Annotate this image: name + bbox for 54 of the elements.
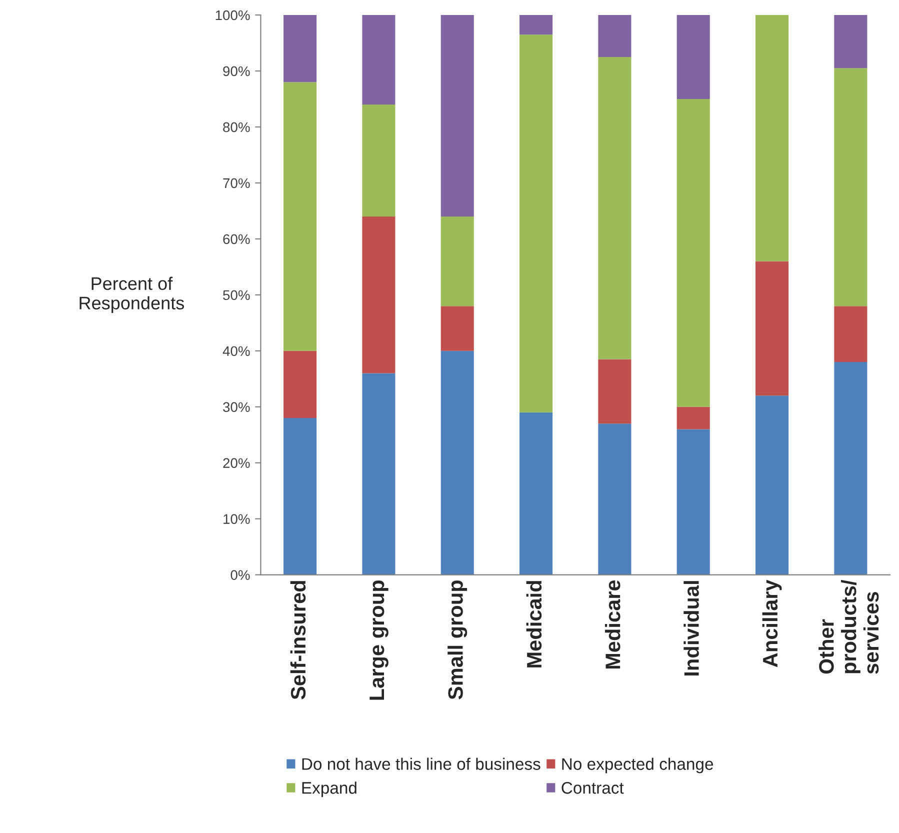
bar bbox=[362, 14, 396, 105]
x-tick-label: Other products/ services bbox=[818, 580, 879, 674]
y-tick-label: 70% bbox=[223, 178, 250, 188]
bar bbox=[362, 216, 396, 374]
y-tick-label: 40% bbox=[222, 346, 250, 356]
bar bbox=[676, 98, 710, 407]
bar bbox=[598, 14, 632, 57]
bar bbox=[598, 359, 632, 424]
bar bbox=[284, 14, 317, 82]
bar bbox=[676, 429, 710, 575]
bar bbox=[520, 412, 553, 575]
bar bbox=[284, 418, 317, 575]
bar bbox=[834, 14, 868, 68]
legend-label: Expand bbox=[302, 782, 356, 798]
y-tick-label: 100% bbox=[216, 10, 250, 20]
y-tick-label: 30% bbox=[223, 402, 250, 412]
y-tick-label: 10% bbox=[224, 514, 250, 524]
y-tick-label: 60% bbox=[223, 234, 250, 244]
x-tick-label: Small group bbox=[448, 580, 468, 700]
bar bbox=[834, 68, 868, 306]
y-axis-title: Percent of Respondents bbox=[80, 276, 184, 314]
bar bbox=[284, 82, 317, 351]
bar bbox=[598, 424, 632, 575]
bar bbox=[755, 14, 789, 262]
bar bbox=[755, 396, 789, 575]
y-tick-label: 20% bbox=[223, 458, 250, 468]
bar bbox=[676, 14, 710, 99]
legend-label: Do not have this line of business bbox=[302, 758, 540, 770]
bar bbox=[676, 406, 710, 430]
y-tick-label: 90% bbox=[223, 66, 250, 76]
legend-label: Contract bbox=[562, 782, 624, 794]
bar bbox=[834, 306, 868, 362]
bar bbox=[598, 56, 632, 360]
bar bbox=[362, 373, 396, 575]
y-tick-label: 0% bbox=[230, 570, 250, 580]
bar bbox=[440, 350, 474, 575]
bar bbox=[834, 362, 868, 575]
bar bbox=[440, 14, 474, 217]
bar bbox=[284, 350, 317, 418]
legend-label: No expected change bbox=[562, 758, 714, 774]
bar bbox=[440, 216, 474, 306]
bar bbox=[440, 306, 474, 351]
bar bbox=[755, 261, 789, 396]
x-tick-label: Medicaid bbox=[526, 580, 542, 668]
y-tick-label: 80% bbox=[223, 122, 250, 132]
y-tick-label: 50% bbox=[223, 290, 250, 300]
x-tick-label: Ancillary bbox=[762, 580, 782, 668]
bar bbox=[520, 34, 553, 412]
x-tick-label: Individual bbox=[684, 581, 699, 676]
bar bbox=[520, 14, 553, 35]
bar bbox=[362, 104, 396, 217]
x-tick-label: Large group bbox=[370, 580, 388, 700]
x-tick-label: Self-insured bbox=[290, 580, 306, 700]
x-tick-label: Medicare bbox=[604, 580, 620, 669]
